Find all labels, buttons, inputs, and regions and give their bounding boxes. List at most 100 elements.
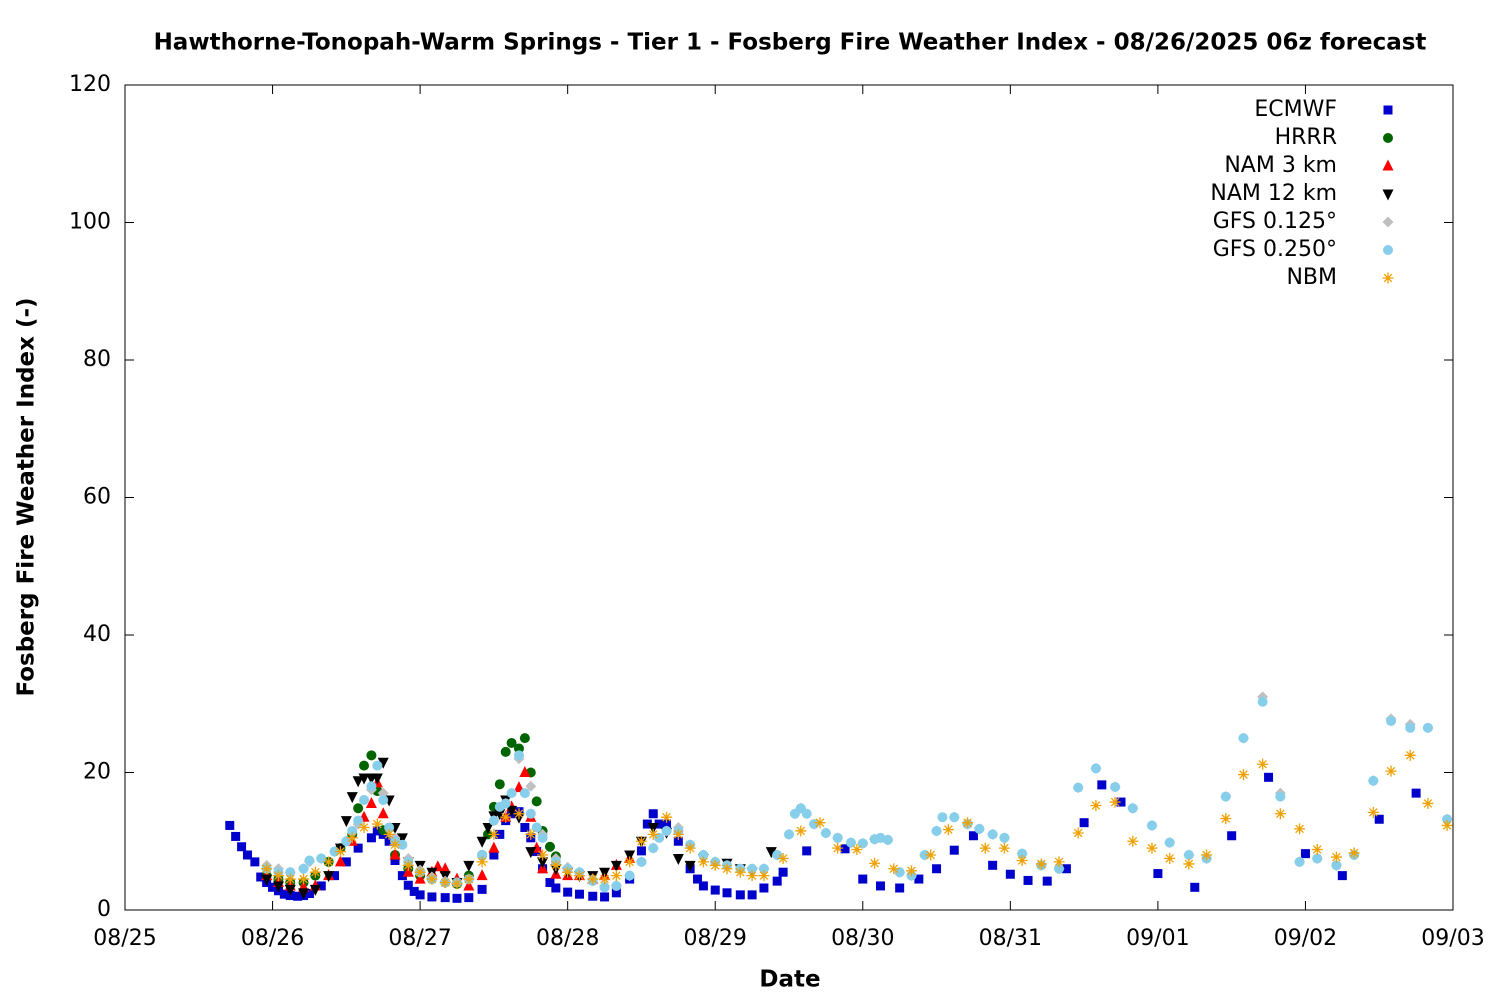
data-point xyxy=(1238,733,1249,744)
data-point xyxy=(1237,769,1249,781)
data-point xyxy=(931,825,942,836)
data-point xyxy=(334,855,346,867)
data-point xyxy=(563,887,573,897)
data-point xyxy=(1368,775,1379,786)
data-point xyxy=(1385,765,1397,777)
data-point xyxy=(587,873,599,885)
data-point xyxy=(506,737,517,748)
data-point xyxy=(451,878,463,890)
data-point xyxy=(359,795,370,805)
data-point xyxy=(987,829,998,840)
data-point xyxy=(1005,869,1015,879)
data-point xyxy=(359,760,370,771)
x-tick-label: 08/26 xyxy=(241,926,304,951)
data-point xyxy=(377,807,389,819)
data-point xyxy=(261,863,273,875)
data-point xyxy=(784,829,794,840)
data-point xyxy=(1127,803,1138,814)
data-point xyxy=(974,823,985,834)
data-point xyxy=(397,871,407,881)
data-point xyxy=(574,889,584,899)
data-point xyxy=(962,817,974,829)
data-point xyxy=(353,843,363,853)
data-point xyxy=(506,805,518,817)
legend-marker xyxy=(1383,245,1393,255)
data-point xyxy=(476,856,488,868)
data-point xyxy=(925,849,937,861)
data-point xyxy=(316,853,327,864)
data-point xyxy=(402,859,414,871)
legend-marker xyxy=(1382,189,1394,201)
data-point xyxy=(488,828,500,840)
data-point xyxy=(519,766,531,777)
data-point xyxy=(858,874,868,884)
data-point xyxy=(721,863,733,875)
data-point xyxy=(256,872,266,882)
data-point xyxy=(979,842,991,854)
data-point xyxy=(488,841,500,853)
data-point xyxy=(293,891,303,901)
data-point xyxy=(476,869,488,881)
data-point xyxy=(494,779,505,790)
legend-label: HRRR xyxy=(1275,125,1337,150)
data-point xyxy=(309,866,321,878)
data-point xyxy=(250,857,260,867)
data-point xyxy=(636,846,646,856)
data-point xyxy=(999,832,1010,843)
data-point xyxy=(1023,875,1033,885)
data-point xyxy=(463,860,475,872)
y-tick-label: 120 xyxy=(69,72,111,97)
data-point xyxy=(746,870,758,882)
data-point xyxy=(1386,715,1397,726)
data-point xyxy=(1422,722,1433,733)
data-point xyxy=(869,857,881,869)
data-point xyxy=(426,873,438,885)
data-point xyxy=(1367,806,1379,818)
data-point xyxy=(1294,856,1305,867)
data-point xyxy=(1257,758,1269,770)
data-point xyxy=(693,874,703,884)
data-point xyxy=(551,883,561,893)
data-point xyxy=(402,865,414,877)
data-point xyxy=(285,867,296,878)
data-point xyxy=(1016,855,1028,866)
data-point xyxy=(477,850,488,860)
data-point xyxy=(520,823,530,832)
data-point xyxy=(272,881,284,893)
legend-marker xyxy=(1382,272,1394,284)
data-point xyxy=(414,872,426,884)
data-point xyxy=(1275,791,1286,802)
data-point xyxy=(545,878,555,887)
data-point xyxy=(463,873,475,885)
data-point xyxy=(1090,800,1102,811)
data-point xyxy=(482,823,494,834)
data-point xyxy=(272,870,284,882)
data-point xyxy=(506,788,517,799)
data-point xyxy=(366,750,377,761)
data-point xyxy=(439,877,451,888)
data-point xyxy=(1422,797,1434,809)
data-point xyxy=(537,849,549,861)
data-point xyxy=(684,842,696,854)
data-point xyxy=(1190,882,1200,892)
data-point xyxy=(802,846,812,856)
data-point xyxy=(550,859,562,871)
data-point xyxy=(316,881,326,891)
data-point xyxy=(654,819,664,829)
x-tick-label: 08/25 xyxy=(93,926,156,951)
data-point xyxy=(341,836,352,847)
data-point xyxy=(661,825,672,836)
data-point xyxy=(1442,814,1453,825)
data-point xyxy=(1183,858,1195,870)
data-point xyxy=(409,886,419,896)
legend-label: NBM xyxy=(1286,265,1337,290)
data-point xyxy=(476,836,488,848)
data-point xyxy=(353,803,364,814)
legend-marker xyxy=(1383,105,1393,115)
data-point xyxy=(684,860,696,872)
data-point xyxy=(500,798,511,809)
data-point xyxy=(414,866,426,878)
y-tick-label: 60 xyxy=(83,485,111,510)
data-point xyxy=(365,796,377,808)
